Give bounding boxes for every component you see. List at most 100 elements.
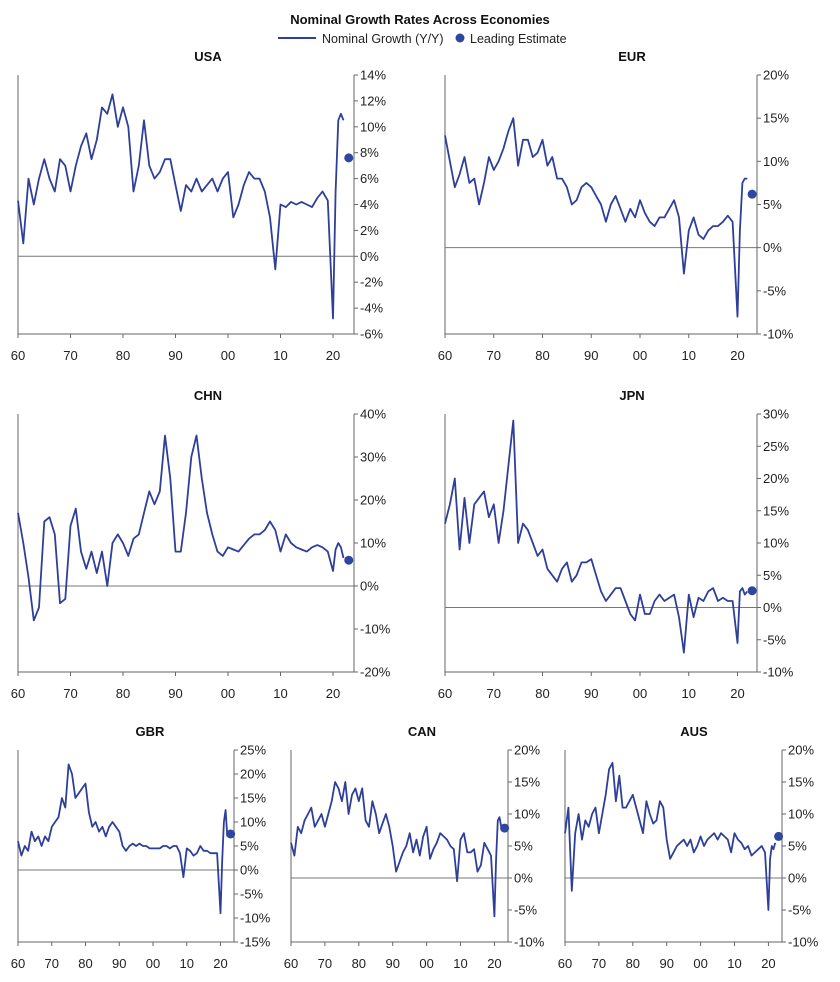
- series-line-aus: [564, 761, 777, 911]
- x-tick-label: 00: [633, 686, 647, 701]
- leading-estimate-dot-gbr: [226, 829, 236, 839]
- panel-title-gbr: GBR: [136, 724, 166, 739]
- series-line-chn: [17, 434, 345, 622]
- x-tick-label: 80: [116, 348, 130, 363]
- x-tick-label: 90: [659, 956, 673, 971]
- legend-dot-swatch: [455, 33, 465, 43]
- y-tick-label: 25%: [240, 743, 266, 758]
- y-tick-label: 10%: [788, 807, 814, 822]
- y-tick-label: -10%: [240, 911, 271, 926]
- panel-frame-usa: [17, 75, 355, 335]
- y-tick-label: 20%: [763, 68, 789, 83]
- y-tick-label: 15%: [240, 791, 266, 806]
- series-line-can: [290, 781, 503, 918]
- x-tick-label: 20: [326, 686, 340, 701]
- series-line-usa: [17, 93, 345, 320]
- y-tick-label: 20%: [763, 471, 789, 486]
- x-tick-label: 10: [682, 348, 696, 363]
- series-line-jpn: [444, 419, 749, 654]
- y-tick-label: 15%: [514, 775, 540, 790]
- y-tick-label: 10%: [763, 536, 789, 551]
- leading-estimate-dot-aus: [774, 831, 784, 841]
- x-tick-label: 00: [221, 348, 235, 363]
- x-tick-label: 20: [213, 956, 227, 971]
- y-tick-label: -10%: [360, 622, 391, 637]
- y-tick-label: 15%: [763, 503, 789, 518]
- y-tick-label: -20%: [360, 665, 391, 680]
- x-tick-label: 70: [45, 956, 59, 971]
- y-tick-label: 0%: [514, 871, 533, 886]
- x-tick-label: 60: [11, 956, 25, 971]
- x-tick-label: 20: [487, 956, 501, 971]
- legend: Nominal Growth (Y/Y) Leading Estimate: [278, 32, 567, 46]
- y-tick-label: -5%: [514, 903, 538, 918]
- x-tick-label: 10: [180, 956, 194, 971]
- x-tick-label: 60: [438, 686, 452, 701]
- y-tick-label: 6%: [360, 171, 379, 186]
- y-tick-label: 0%: [763, 600, 782, 615]
- figure-title: Nominal Growth Rates Across Economies: [290, 12, 550, 27]
- y-tick-label: 5%: [240, 839, 259, 854]
- y-tick-label: -10%: [763, 665, 794, 680]
- x-tick-label: 60: [11, 686, 25, 701]
- y-tick-label: 30%: [763, 407, 789, 422]
- leading-estimate-dot-can: [500, 823, 510, 833]
- x-tick-label: 10: [273, 348, 287, 363]
- y-tick-label: 0%: [360, 579, 379, 594]
- y-tick-label: -10%: [514, 935, 545, 950]
- x-tick-label: 60: [11, 348, 25, 363]
- y-tick-label: 10%: [360, 119, 386, 134]
- y-tick-label: 2%: [360, 223, 379, 238]
- x-tick-label: 70: [63, 348, 77, 363]
- panel-title-usa: USA: [194, 49, 222, 64]
- x-tick-label: 10: [682, 686, 696, 701]
- y-tick-label: 20%: [240, 767, 266, 782]
- series-line-gbr: [17, 763, 229, 915]
- x-tick-label: 80: [626, 956, 640, 971]
- y-tick-label: 5%: [763, 197, 782, 212]
- x-tick-label: 70: [487, 348, 501, 363]
- x-tick-label: 70: [318, 956, 332, 971]
- y-tick-label: -10%: [763, 327, 794, 342]
- x-tick-label: 10: [273, 686, 287, 701]
- x-tick-label: 70: [487, 686, 501, 701]
- panel-jpn: JPN -10% -5% 0% 5% 10% 15% 20% 25% 30% 60 70 80 90 00 1…: [438, 388, 794, 701]
- x-tick-label: 90: [584, 348, 598, 363]
- y-tick-label: -2%: [360, 275, 384, 290]
- y-tick-label: -15%: [240, 935, 271, 950]
- y-tick-label: 20%: [514, 743, 540, 758]
- leading-estimate-dot-jpn: [747, 586, 757, 596]
- y-tick-label: 20%: [360, 493, 386, 508]
- panel-aus: AUS -10% -5% 0% 5% 10% 15% 20% 60 70 80 90 00 10 20: [558, 724, 819, 971]
- x-tick-label: 20: [730, 686, 744, 701]
- y-tick-label: 15%: [763, 111, 789, 126]
- x-tick-label: 70: [63, 686, 77, 701]
- y-tick-label: -5%: [763, 283, 787, 298]
- x-tick-label: 90: [385, 956, 399, 971]
- y-tick-label: 8%: [360, 145, 379, 160]
- x-tick-label: 80: [535, 686, 549, 701]
- y-tick-label: 30%: [360, 450, 386, 465]
- x-tick-label: 70: [592, 956, 606, 971]
- y-tick-label: 40%: [360, 407, 386, 422]
- panel-frame-can: [290, 750, 509, 943]
- panel-title-can: CAN: [408, 724, 436, 739]
- series-line-eur: [444, 117, 748, 318]
- y-tick-label: 20%: [788, 743, 814, 758]
- x-tick-label: 10: [727, 956, 741, 971]
- y-tick-label: 15%: [788, 775, 814, 790]
- y-tick-label: 5%: [763, 568, 782, 583]
- panel-title-eur: EUR: [618, 49, 646, 64]
- x-tick-label: 00: [419, 956, 433, 971]
- x-tick-label: 90: [584, 686, 598, 701]
- x-tick-label: 00: [221, 686, 235, 701]
- panel-title-chn: CHN: [194, 388, 222, 403]
- leading-estimate-dot-chn: [344, 555, 354, 565]
- y-tick-label: -5%: [240, 887, 264, 902]
- panel-frame-jpn: [444, 414, 758, 673]
- x-tick-label: 20: [761, 956, 775, 971]
- panel-can: CAN -10% -5% 0% 5% 10% 15% 20% 60 70 80 90 00 10 20: [284, 724, 545, 971]
- x-tick-label: 90: [168, 686, 182, 701]
- panel-title-aus: AUS: [680, 724, 708, 739]
